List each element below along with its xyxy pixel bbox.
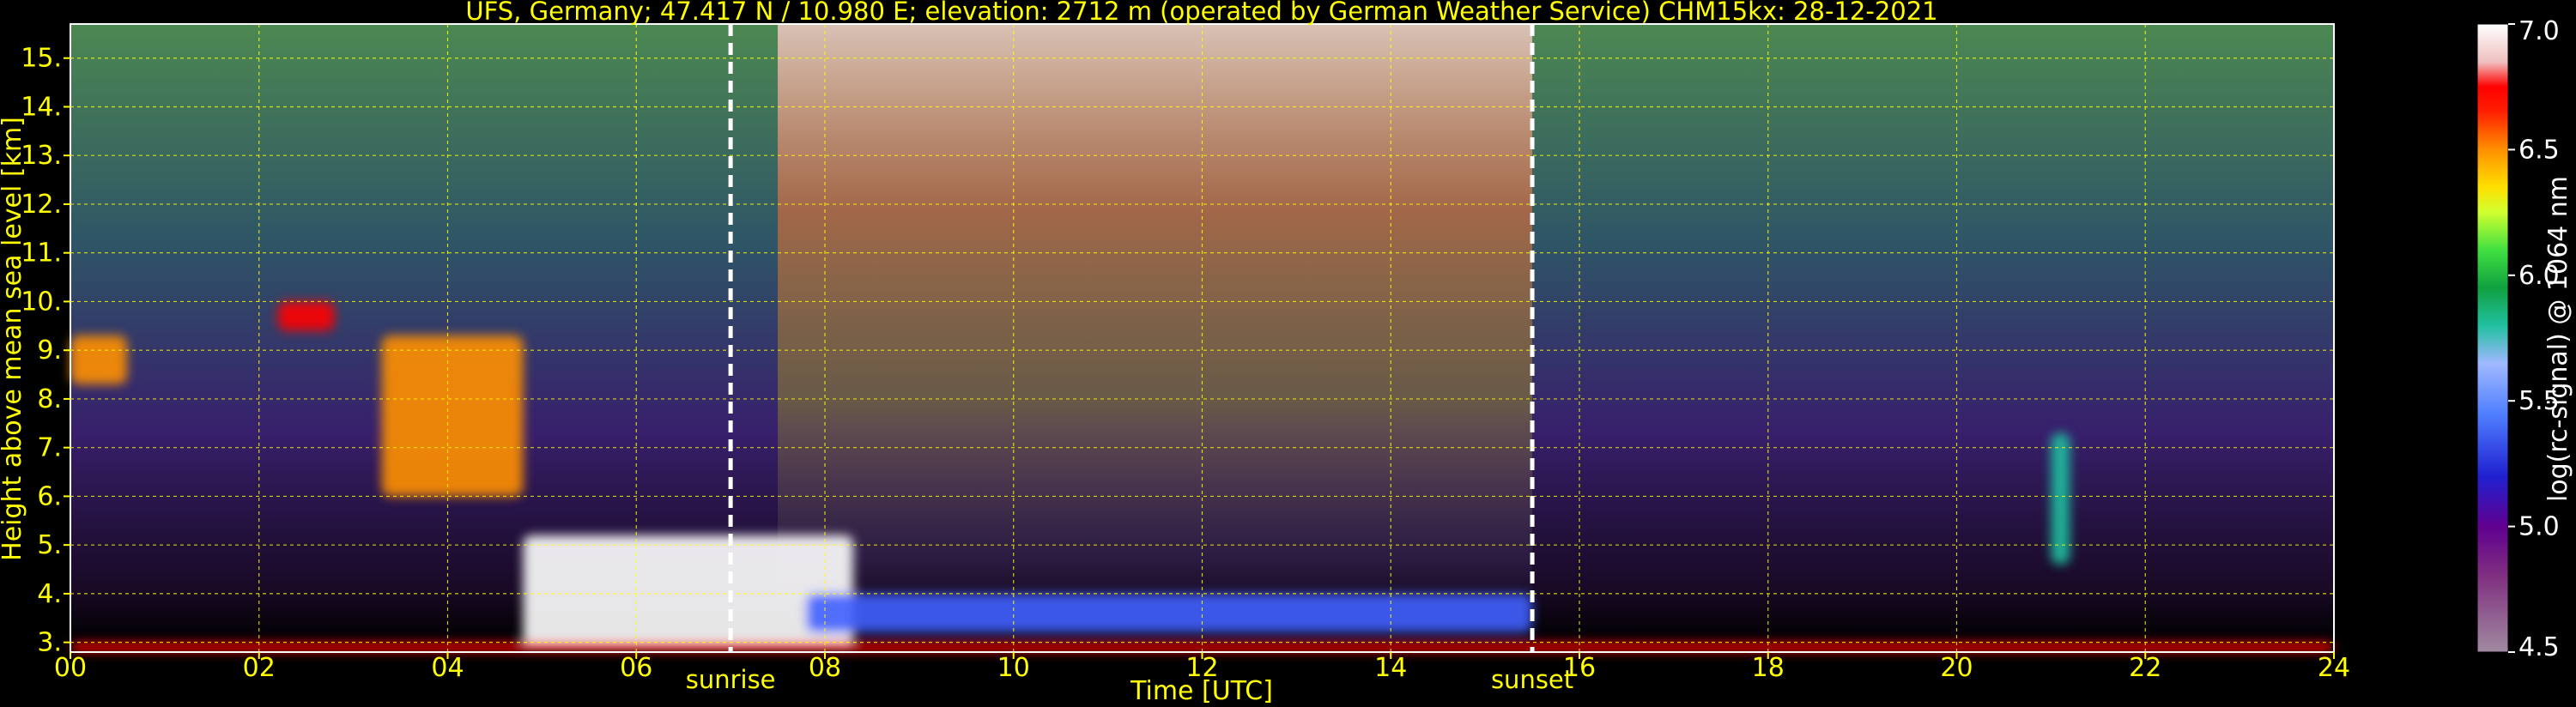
backscatter-feature	[806, 593, 1533, 633]
y-tick-label: 14.	[21, 92, 62, 122]
y-tick-label: 3.	[37, 628, 62, 658]
y-tick-label: 9.	[37, 335, 62, 366]
grid-lines	[70, 24, 2334, 652]
x-tick-labels: 00 02 04 06 08 10 12 14 16 18 20 22 24	[54, 652, 2350, 683]
sun-markers: sunrise sunset	[686, 24, 1573, 694]
y-tick-label: 12.	[21, 190, 62, 220]
x-tick-label: 22	[2129, 653, 2161, 683]
colorbar-gradient	[2476, 23, 2509, 653]
y-tick-label: 8.	[37, 384, 62, 414]
x-tick-label: 10	[997, 653, 1030, 683]
colorbar-tick-label: 6.0	[2518, 261, 2560, 291]
colorbar-tick-label: 5.5	[2518, 386, 2560, 416]
colorbar-label: log(rc-signal) @ 1064 nm	[2543, 176, 2573, 502]
y-tick-labels: 3. 4. 5. 6. 7. 8. 9. 10. 11. 12. 13. 14. 15.	[21, 44, 70, 658]
colorbar: 4.5 5.0 5.5 6.0 6.5 7.0 log(rc-signal) @ 1064…	[2476, 16, 2573, 662]
x-tick-label: 24	[2318, 653, 2350, 683]
x-tick-label: 08	[809, 653, 841, 683]
y-axis-label: Height above mean sea level [km]	[0, 117, 27, 561]
y-tick-label: 13.	[21, 141, 62, 171]
x-tick-label: 18	[1752, 653, 1785, 683]
x-tick-label: 14	[1374, 653, 1407, 683]
x-axis-label: Time [UTC]	[1130, 676, 1273, 706]
x-tick-label: 02	[243, 653, 276, 683]
daytime-noise-band	[778, 24, 1533, 652]
x-tick-label: 16	[1563, 653, 1596, 683]
x-tick-label: 06	[620, 653, 652, 683]
colorbar-tick-label: 6.5	[2518, 135, 2560, 165]
chart-title: UFS, Germany; 47.417 N / 10.980 E; eleva…	[465, 0, 1937, 26]
x-tick-label: 20	[1940, 653, 1973, 683]
backscatter-feature	[277, 301, 335, 331]
y-tick-label: 10.	[21, 287, 62, 317]
marker-label-sunset: sunset	[1491, 665, 1573, 694]
x-tick-label: 04	[431, 653, 464, 683]
backscatter-feature	[2051, 432, 2070, 565]
backscatter-feature	[70, 335, 127, 384]
colorbar-ticks: 4.5 5.0 5.5 6.0 6.5 7.0	[2508, 16, 2560, 662]
plot-area: sunrise sunset	[70, 23, 2335, 694]
y-tick-label: 4.	[37, 579, 62, 609]
y-tick-label: 5.	[37, 530, 62, 560]
x-tick-label: 12	[1185, 653, 1218, 683]
backscatter-feature	[381, 335, 524, 497]
colorbar-tick-label: 7.0	[2518, 16, 2560, 46]
backscatter-feature	[523, 535, 853, 648]
marker-label-sunrise: sunrise	[686, 665, 776, 694]
y-tick-label: 11.	[21, 239, 62, 269]
colorbar-tick-label: 5.0	[2518, 512, 2560, 542]
x-tick-label: 00	[54, 653, 87, 683]
y-tick-label: 7.	[37, 433, 62, 463]
y-tick-label: 6.	[37, 481, 62, 511]
colorbar-tick-label: 4.5	[2518, 632, 2560, 662]
y-tick-label: 15.	[21, 44, 62, 74]
